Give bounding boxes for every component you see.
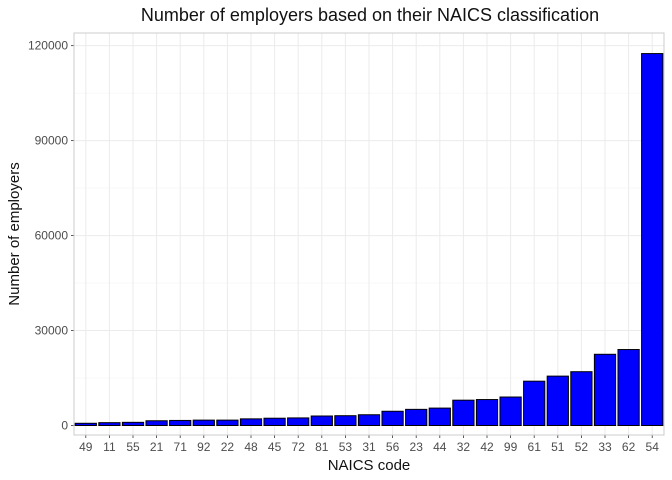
x-tick-label: 53 <box>339 440 353 454</box>
x-tick-label: 92 <box>197 440 211 454</box>
bar-52 <box>570 371 593 427</box>
bar-72 <box>287 417 310 427</box>
x-tick-label: 45 <box>268 440 282 454</box>
x-tick-label: 32 <box>457 440 471 454</box>
y-axis-title: Number of employers <box>6 162 23 305</box>
x-tick-label: 52 <box>575 440 589 454</box>
x-tick-label: 31 <box>362 440 376 454</box>
x-tick-label: 99 <box>504 440 518 454</box>
bar-56 <box>381 410 404 427</box>
x-tick-label: 44 <box>433 440 447 454</box>
bar-62 <box>617 349 640 427</box>
x-ticks-layer: 49 11 55 21 71 92 22 48 45 72 81 53 31 56 23 44 32 42 99 61… <box>79 435 659 454</box>
x-tick-label: 11 <box>103 440 116 454</box>
x-tick-label: 42 <box>480 440 494 454</box>
bar-81 <box>310 415 333 427</box>
bar-21 <box>145 420 168 427</box>
x-tick-label: 81 <box>315 440 329 454</box>
bar-53 <box>334 415 357 427</box>
x-tick-label: 22 <box>221 440 235 454</box>
bar-54 <box>641 53 664 427</box>
x-tick-label: 62 <box>622 440 636 454</box>
bar-31 <box>357 414 381 427</box>
bar-49 <box>74 422 97 427</box>
x-tick-label: 56 <box>386 440 400 454</box>
x-tick-label: 55 <box>126 440 140 454</box>
bar-33 <box>593 353 617 427</box>
bar-92 <box>192 419 215 427</box>
bar-48 <box>239 418 263 427</box>
bar-99 <box>499 396 522 427</box>
bar-55 <box>121 421 145 427</box>
x-tick-label: 48 <box>244 440 258 454</box>
x-tick-label: 72 <box>292 440 306 454</box>
x-tick-label: 49 <box>79 440 93 454</box>
y-tick-label: 60000 <box>35 229 69 243</box>
panel-border <box>73 32 665 436</box>
bar-32 <box>452 399 475 427</box>
grid-layer <box>74 33 664 435</box>
y-tick-label: 30000 <box>35 324 69 338</box>
y-tick-label: 120000 <box>28 39 68 53</box>
y-tick-label: 0 <box>61 419 68 433</box>
x-tick-label: 61 <box>528 440 542 454</box>
x-tick-label: 71 <box>174 440 188 454</box>
y-ticks-layer: 0 30000 60000 90000 120000 <box>28 39 74 433</box>
bar-61 <box>523 380 546 427</box>
bar-44 <box>428 407 451 427</box>
x-tick-label: 33 <box>598 440 612 454</box>
bar-22 <box>216 419 239 427</box>
x-tick-label: 54 <box>646 440 660 454</box>
bars-layer <box>74 53 664 427</box>
x-tick-label: 23 <box>410 440 424 454</box>
bar-42 <box>475 399 499 427</box>
bar-45 <box>263 417 286 427</box>
bar-11 <box>98 422 121 427</box>
y-tick-label: 90000 <box>35 134 69 148</box>
x-tick-label: 21 <box>150 440 164 454</box>
x-tick-label: 51 <box>551 440 565 454</box>
bar-23 <box>405 408 428 427</box>
chart-title: Number of employers based on their NAICS… <box>141 5 599 25</box>
x-axis-title: NAICS code <box>328 457 411 474</box>
bar-71 <box>169 419 192 427</box>
bar-51 <box>546 375 569 427</box>
